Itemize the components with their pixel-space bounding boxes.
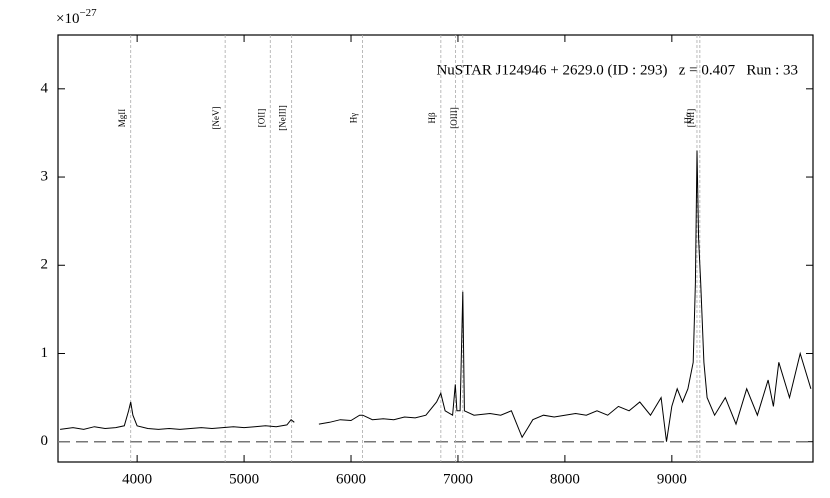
y-scale-base: ×10	[56, 11, 79, 27]
spectrum	[60, 150, 812, 442]
y-tick-label: 4	[41, 80, 49, 96]
y-scale-exponent: −27	[79, 7, 97, 19]
emission-line-label: [NeIII]	[278, 105, 288, 130]
y-scale-label: ×10−27	[56, 7, 97, 28]
x-tick-label: 9000	[657, 471, 687, 487]
emission-line-label: [OIII]	[449, 107, 459, 129]
emission-line-label: [NII]	[686, 109, 696, 128]
x-tick-label: 8000	[550, 471, 580, 487]
x-tick-label: 4000	[122, 471, 152, 487]
emission-line-label: [OII]	[256, 109, 266, 128]
chart-title: NuSTAR J124946 + 2629.0 (ID : 293) z = 0…	[436, 62, 798, 78]
x-tick-label: 7000	[443, 471, 473, 487]
emission-line-label: Hα	[683, 112, 693, 123]
emission-line-label: MgII	[117, 109, 127, 128]
x-tick-label: 5000	[229, 471, 259, 487]
emission-line-label: [NeV]	[211, 107, 221, 130]
plot-frame	[57, 34, 814, 463]
x-tick-label: 6000	[336, 471, 366, 487]
emission-line-label: Hγ	[349, 113, 359, 123]
y-tick-label: 0	[41, 433, 49, 449]
y-tick-label: 3	[41, 168, 49, 184]
y-tick-label: 2	[41, 257, 49, 273]
y-tick-label: 1	[41, 345, 49, 361]
emission-line-label: Hβ	[427, 112, 437, 123]
